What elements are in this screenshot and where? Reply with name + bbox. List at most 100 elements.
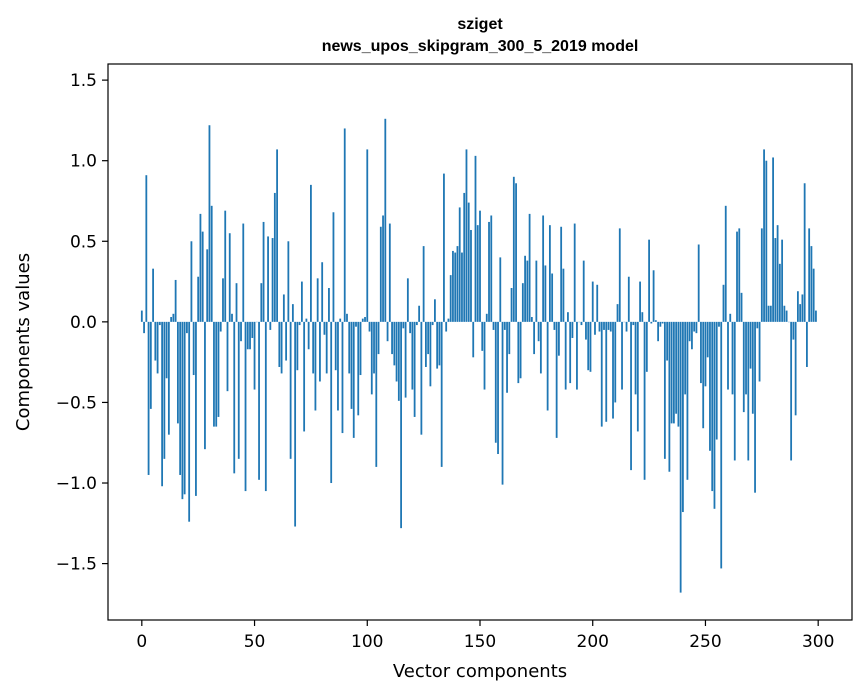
bar: [815, 310, 817, 322]
bar: [273, 192, 276, 322]
bar: [521, 283, 524, 322]
bar: [424, 321, 427, 367]
bar: [530, 317, 533, 322]
bar: [289, 321, 292, 459]
bar: [427, 321, 430, 355]
bar: [404, 321, 407, 398]
bar: [179, 321, 182, 475]
bar: [400, 321, 402, 529]
bar: [562, 268, 565, 322]
bar: [582, 260, 585, 322]
bar: [693, 321, 696, 332]
bar: [361, 318, 364, 322]
chart-title-line-1: sziget: [457, 16, 503, 33]
bar: [339, 318, 342, 322]
bar: [224, 210, 227, 322]
bar: [206, 249, 209, 322]
bar: [625, 321, 628, 332]
bar: [143, 321, 145, 334]
bar: [463, 192, 466, 322]
bar: [465, 149, 468, 322]
x-axis: 0 50 100 150 200 250 300: [136, 620, 834, 652]
bar: [754, 321, 756, 493]
bar: [402, 321, 405, 329]
bar: [785, 310, 788, 322]
bar: [639, 281, 641, 322]
bar: [355, 321, 357, 327]
bar: [296, 321, 299, 371]
bar: [454, 252, 457, 322]
bar: [720, 321, 723, 569]
bar: [452, 250, 454, 322]
bar: [474, 155, 477, 322]
bar: [476, 225, 479, 322]
bar: [397, 321, 400, 401]
bar: [440, 321, 443, 467]
bar: [158, 321, 161, 326]
bar: [494, 321, 497, 443]
bar: [751, 321, 754, 414]
bar: [415, 321, 418, 326]
bar: [535, 260, 538, 322]
bar: [176, 321, 179, 424]
bar: [765, 160, 768, 322]
bar: [386, 321, 389, 342]
bar: [745, 321, 747, 395]
bar: [636, 321, 639, 432]
bar: [724, 205, 727, 322]
bar: [246, 321, 249, 350]
bar: [307, 321, 310, 350]
y-tick-label: −1.5: [56, 555, 97, 575]
bar: [406, 278, 409, 322]
bar: [483, 321, 486, 390]
bar: [231, 313, 233, 322]
bar: [618, 228, 621, 322]
bar: [149, 321, 152, 409]
bar: [251, 321, 254, 338]
bar: [147, 321, 150, 475]
bar: [456, 246, 459, 322]
bar: [379, 226, 382, 322]
bar: [539, 321, 542, 374]
bar: [461, 252, 463, 322]
bar: [742, 321, 745, 413]
bar: [201, 231, 204, 322]
bar: [152, 268, 154, 322]
x-tick-label: 0: [136, 632, 147, 652]
bar: [806, 321, 808, 367]
bar: [794, 321, 797, 416]
bar: [537, 321, 540, 342]
x-axis-label: Vector components: [393, 661, 567, 682]
bar: [343, 128, 346, 322]
bar: [589, 321, 592, 372]
bar: [411, 321, 414, 390]
bar: [657, 321, 660, 342]
bar: [569, 321, 572, 384]
bar: [756, 321, 759, 329]
bar: [330, 321, 333, 484]
bar: [542, 215, 545, 322]
bar: [515, 183, 517, 322]
bar: [192, 321, 195, 376]
bar: [436, 321, 439, 369]
bar: [718, 321, 720, 327]
bar: [382, 215, 384, 322]
bar: [325, 321, 328, 374]
bar: [332, 212, 335, 322]
bar: [519, 321, 522, 379]
bar: [548, 225, 551, 322]
bar: [422, 246, 425, 322]
y-tick-label: 0.0: [70, 313, 97, 333]
bar: [706, 321, 709, 358]
bar: [375, 321, 378, 467]
bar: [528, 213, 531, 322]
bar: [154, 321, 157, 361]
bar: [799, 304, 802, 322]
bar: [253, 321, 256, 390]
bar: [792, 321, 795, 340]
bar: [488, 221, 490, 322]
bar: [228, 233, 231, 322]
bar: [727, 321, 729, 390]
bar: [357, 321, 360, 416]
